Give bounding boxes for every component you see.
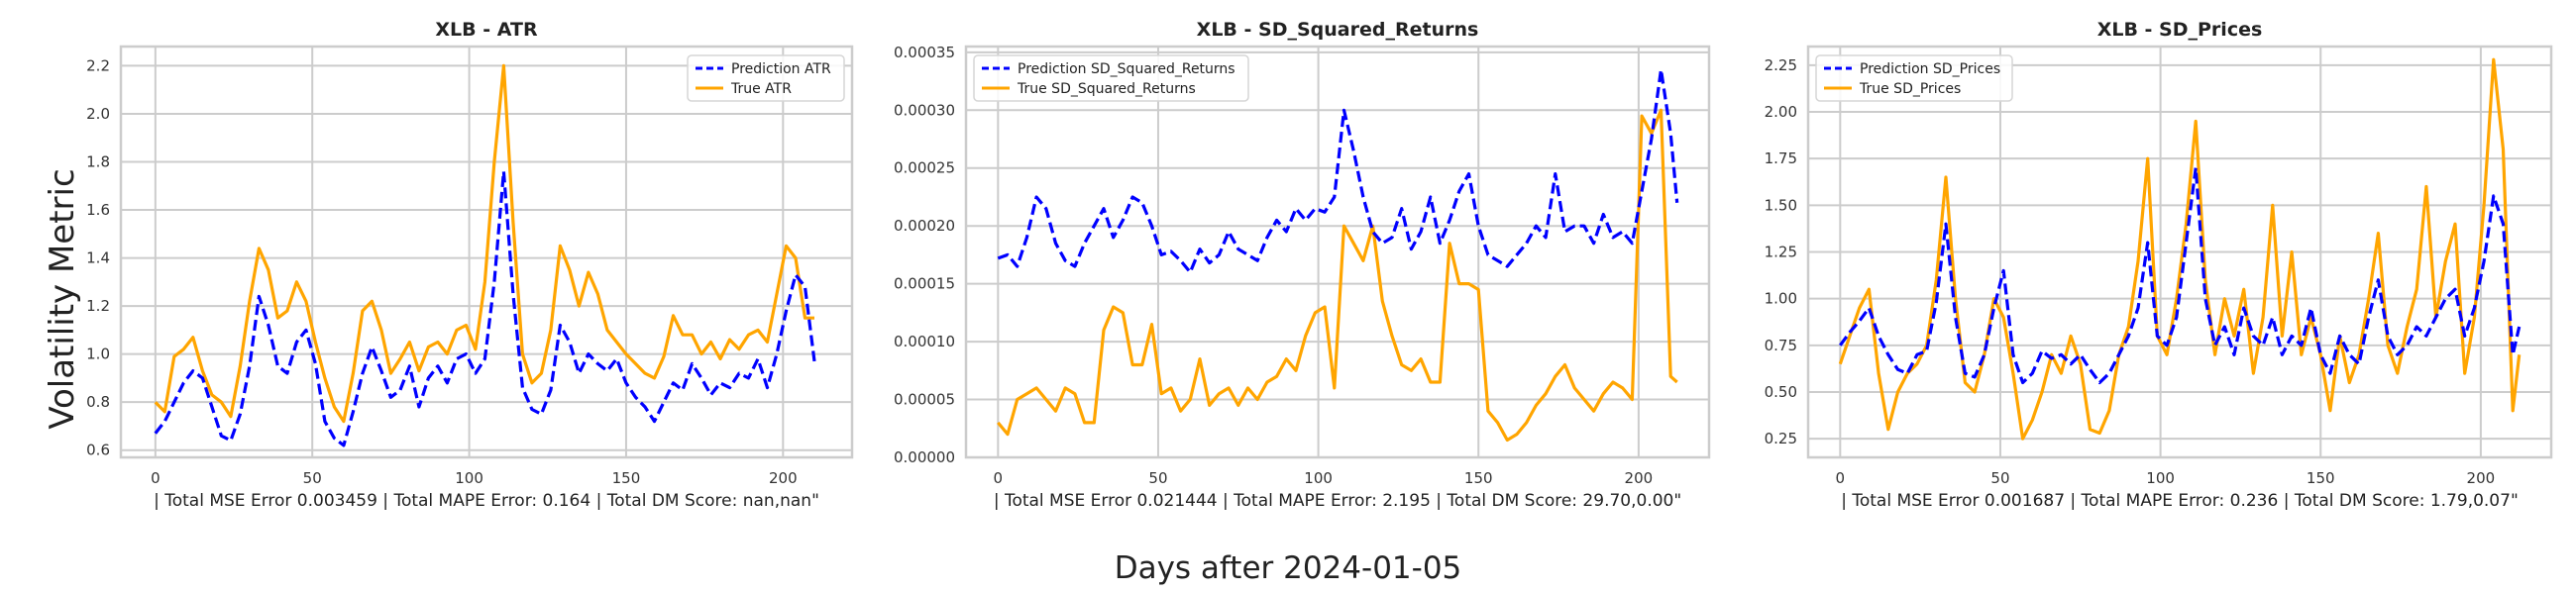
chart-xlabel: | Total MSE Error 0.021444 | Total MAPE … <box>994 491 1681 511</box>
figure-ylabel: Volatility Metric <box>43 168 82 429</box>
x-tick-label: 150 <box>1464 469 1493 487</box>
y-tick-label: 2.2 <box>86 56 110 74</box>
plot-frame <box>964 45 1711 459</box>
series-line-1 <box>997 67 1679 274</box>
series-line-2 <box>154 63 814 424</box>
legend-entry: True SD_Prices <box>1859 81 1961 97</box>
legend-entry: Prediction SD_Prices <box>1860 61 2000 77</box>
legend-box <box>687 54 845 102</box>
chart-panel-1: 0 50 100 150 200 0.6 0.8 1.0 1.2 1.4 1.6 1.8 2.0 2.2 X… <box>86 19 854 511</box>
y-tick-label: 1.25 <box>1765 244 1797 261</box>
x-tick-label: 150 <box>2307 469 2335 487</box>
figure-xlabel: Days after 2024-01-05 <box>1114 550 1462 586</box>
x-tick-label: 200 <box>769 469 798 487</box>
x-tick-label: 50 <box>1148 469 1167 487</box>
y-tick-label: 2.25 <box>1765 56 1797 74</box>
y-tick-label: 0.8 <box>86 393 110 411</box>
y-tick-label: 0.00015 <box>894 275 955 293</box>
chart-title: XLB - SD_Squared_Returns <box>1197 19 1479 41</box>
x-tick-label: 50 <box>303 469 322 487</box>
series-line-1 <box>154 169 816 447</box>
series-line-2 <box>997 108 1678 443</box>
plot-frame <box>1806 45 2553 459</box>
x-tick-label: 100 <box>455 469 483 487</box>
chart-xlabel: | Total MSE Error 0.003459 | Total MAPE … <box>154 491 819 511</box>
y-tick-label: 1.8 <box>86 152 110 170</box>
chart-title: XLB - ATR <box>435 19 538 41</box>
legend: Prediction SD_Squared_Returns True SD_Squ… <box>973 54 1249 102</box>
y-tick-label: 0.00005 <box>894 391 955 409</box>
legend-entry: True SD_Squared_Returns <box>1017 81 1196 97</box>
y-tick-label: 1.0 <box>86 346 110 363</box>
y-tick-label: 2.00 <box>1765 103 1797 121</box>
series-line-1 <box>1839 166 2522 385</box>
y-tick-label: 1.6 <box>86 201 110 219</box>
y-tick-label: 0.00020 <box>894 217 955 235</box>
legend-box <box>973 54 1249 102</box>
plot-frame <box>119 45 854 459</box>
series-line-2 <box>1838 57 2522 441</box>
y-tick-label: 0.6 <box>86 442 110 459</box>
chart-panel-3: 0 50 100 150 200 0.25 0.50 0.75 1.00 1.25 1.50 1.75… <box>1765 19 2553 511</box>
y-tick-label: 0.00025 <box>894 159 955 177</box>
plot-area <box>966 47 1709 457</box>
legend-entry: Prediction SD_Squared_Returns <box>1018 61 1235 77</box>
y-tick-label: 0.00030 <box>894 101 955 119</box>
x-tick-label: 0 <box>151 469 161 487</box>
y-tick-label: 0.75 <box>1765 337 1797 354</box>
legend: Prediction ATR True ATR <box>687 54 845 102</box>
y-tick-label: 0.00010 <box>894 333 955 350</box>
legend-entry: True ATR <box>730 81 792 97</box>
x-tick-label: 150 <box>612 469 641 487</box>
chart-panel-2: 0 50 100 150 200 0.00000 0.00005 0.00010 0.00015… <box>894 19 1711 511</box>
y-tick-label: 0.00000 <box>894 448 955 466</box>
x-tick-label: 200 <box>1625 469 1654 487</box>
x-tick-label: 50 <box>1990 469 2009 487</box>
y-tick-label: 1.00 <box>1765 290 1797 308</box>
x-tick-label: 0 <box>1836 469 1846 487</box>
y-tick-label: 1.4 <box>86 249 110 267</box>
y-tick-label: 2.0 <box>86 105 110 123</box>
y-tick-label: 1.2 <box>86 297 110 315</box>
y-tick-label: 0.50 <box>1765 383 1797 401</box>
legend: Prediction SD_Prices True SD_Prices <box>1815 54 2013 102</box>
chart-xlabel: | Total MSE Error 0.001687 | Total MAPE … <box>1841 491 2519 511</box>
y-tick-label: 0.00035 <box>894 44 955 61</box>
legend-box <box>1815 54 2013 102</box>
x-tick-label: 100 <box>1304 469 1333 487</box>
chart-panels: 0 50 100 150 200 0.6 0.8 1.0 1.2 1.4 1.6 1.8 2.0 2.2 X… <box>86 19 2553 511</box>
y-tick-label: 1.50 <box>1765 196 1797 214</box>
chart-title: XLB - SD_Prices <box>2097 19 2263 41</box>
y-tick-label: 1.75 <box>1765 149 1797 167</box>
x-tick-label: 0 <box>994 469 1004 487</box>
x-tick-label: 200 <box>2467 469 2496 487</box>
legend-entry: Prediction ATR <box>731 61 831 77</box>
x-tick-label: 100 <box>2146 469 2175 487</box>
y-tick-label: 0.25 <box>1765 430 1797 447</box>
